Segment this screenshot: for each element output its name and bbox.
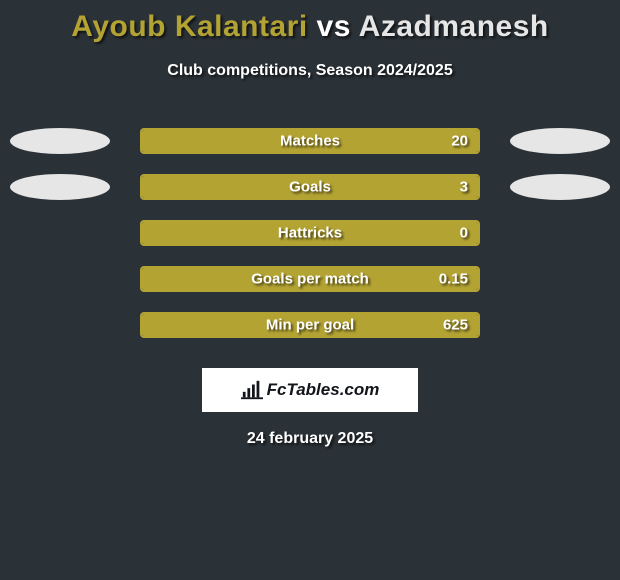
stats-rows: Matches 20 Goals 3 Hattricks 0 Goals per match… [0, 118, 620, 348]
stat-value: 3 [460, 179, 468, 196]
subtitle: Club competitions, Season 2024/2025 [0, 62, 620, 80]
footer-date: 24 february 2025 [0, 430, 620, 448]
comparison-widget: Ayoub Kalantari vs Azadmanesh Club compe… [0, 0, 620, 448]
stat-label: Goals per match [251, 271, 369, 288]
brand-text: FcTables.com [267, 380, 380, 400]
stat-value: 0.15 [439, 271, 468, 288]
player2-badge [510, 128, 610, 154]
stat-label: Hattricks [278, 225, 342, 242]
stat-value: 0 [460, 225, 468, 242]
bar-chart-icon [241, 379, 263, 401]
brand-badge[interactable]: FcTables.com [202, 368, 418, 412]
stat-row: Goals per match 0.15 [0, 256, 620, 302]
stat-bar: Goals per match 0.15 [140, 266, 480, 292]
player1-badge [10, 128, 110, 154]
stat-bar: Goals 3 [140, 174, 480, 200]
stat-label: Goals [289, 179, 331, 196]
stat-row: Hattricks 0 [0, 210, 620, 256]
title-player2: Azadmanesh [359, 10, 549, 43]
title-player1: Ayoub Kalantari [71, 10, 307, 43]
stat-bar: Min per goal 625 [140, 312, 480, 338]
page-title: Ayoub Kalantari vs Azadmanesh [0, 10, 620, 44]
stat-bar: Hattricks 0 [140, 220, 480, 246]
stat-row: Goals 3 [0, 164, 620, 210]
stat-value: 625 [443, 317, 468, 334]
stat-bar: Matches 20 [140, 128, 480, 154]
title-vs: vs [317, 10, 351, 43]
player2-badge [510, 174, 610, 200]
stat-value: 20 [451, 133, 468, 150]
stat-label: Min per goal [266, 317, 354, 334]
stat-row: Matches 20 [0, 118, 620, 164]
stat-row: Min per goal 625 [0, 302, 620, 348]
stat-label: Matches [280, 133, 340, 150]
player1-badge [10, 174, 110, 200]
